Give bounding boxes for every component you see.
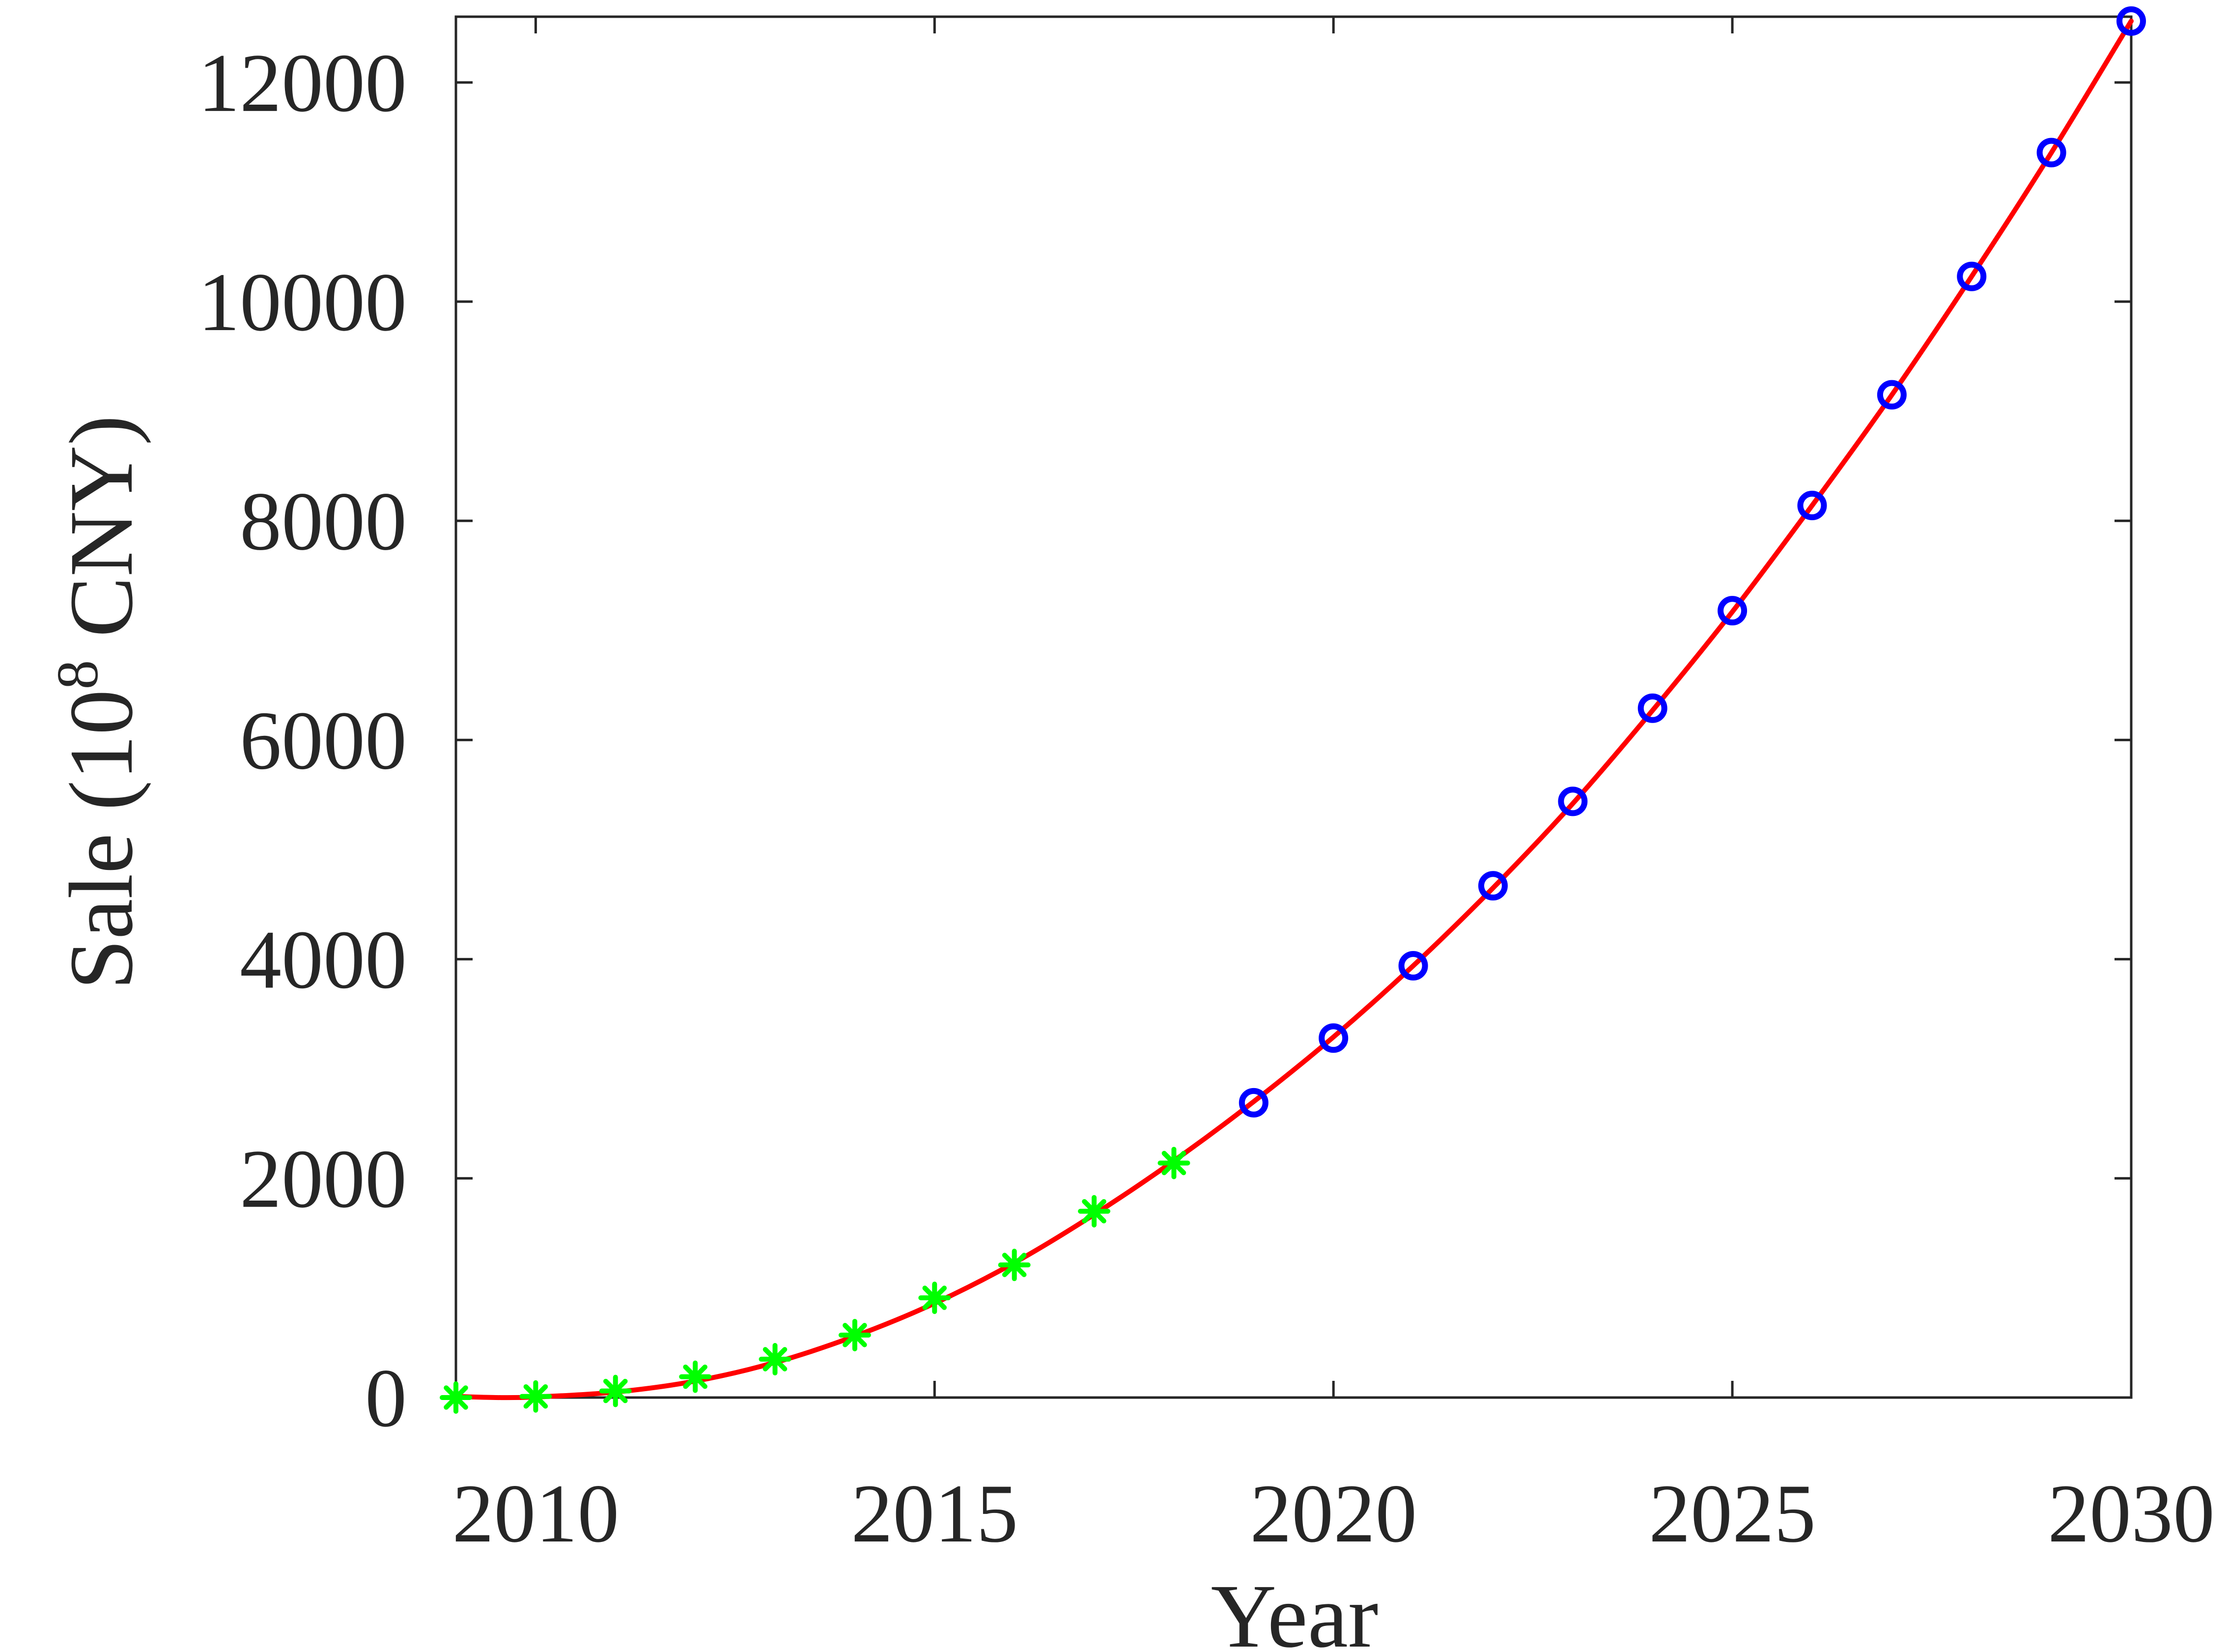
x-tick-label: 2030 bbox=[2048, 1467, 2215, 1560]
observed-point bbox=[519, 1380, 552, 1413]
forecast-point bbox=[1797, 491, 1827, 521]
plot-frame bbox=[454, 15, 2133, 1399]
x-tick-label: 2015 bbox=[851, 1467, 1018, 1560]
forecast-point bbox=[1558, 786, 1588, 816]
x-axis-ticks: 2010 2015 2020 2025 2030 bbox=[452, 17, 2215, 1560]
observed-point bbox=[1157, 1147, 1190, 1179]
observed-point-stroke bbox=[444, 1385, 468, 1410]
observed-point-stroke bbox=[843, 1323, 867, 1347]
x-axis-title: Year bbox=[1211, 1566, 1379, 1652]
observed-point bbox=[440, 1381, 472, 1414]
observed-point-stroke bbox=[762, 1347, 788, 1372]
x-tick-label: 2010 bbox=[452, 1467, 619, 1560]
observed-point bbox=[998, 1249, 1031, 1282]
observed-point-stroke bbox=[523, 1384, 548, 1409]
y-axis-ticks: 0 2000 4000 6000 8000 10000 12000 bbox=[198, 37, 2131, 1444]
forecast-point bbox=[1319, 1023, 1349, 1053]
forecast-point bbox=[1957, 261, 1987, 291]
observed-point-stroke bbox=[1082, 1199, 1106, 1224]
forecast-point bbox=[1718, 596, 1748, 626]
observed-point-stroke bbox=[1161, 1150, 1186, 1176]
y-axis-title-unit: CNY) bbox=[51, 415, 152, 660]
plot-box bbox=[454, 15, 2133, 1399]
forecast-point bbox=[1239, 1088, 1269, 1118]
y-axis-title-main: Sale (10 bbox=[51, 690, 152, 990]
y-tick-label: 8000 bbox=[240, 475, 407, 567]
forecast-point bbox=[1398, 951, 1428, 981]
observed-point-stroke bbox=[683, 1364, 707, 1389]
forecast-point bbox=[2116, 6, 2146, 36]
x-tick-label: 2025 bbox=[1649, 1467, 1816, 1560]
fitted-curve-line bbox=[453, 18, 2134, 1400]
y-tick-label: 10000 bbox=[198, 256, 407, 348]
x-tick-label: 2020 bbox=[1250, 1467, 1417, 1560]
observed-point-stroke bbox=[603, 1378, 628, 1403]
y-axis-title-superscript: 8 bbox=[45, 660, 110, 690]
observed-point-stroke bbox=[1002, 1253, 1027, 1277]
y-tick-label: 4000 bbox=[240, 914, 407, 1006]
forecast-point bbox=[1877, 380, 1907, 410]
forecast-point bbox=[1478, 871, 1508, 901]
y-axis-title: Sale (108 CNY) bbox=[45, 415, 152, 990]
observed-point bbox=[759, 1343, 791, 1375]
observed-point bbox=[679, 1360, 712, 1393]
observed-point bbox=[838, 1318, 871, 1351]
y-tick-label: 6000 bbox=[240, 694, 407, 786]
series-markers bbox=[440, 6, 2146, 1414]
y-tick-label: 0 bbox=[365, 1352, 407, 1444]
observed-point-stroke bbox=[922, 1286, 947, 1310]
forecast-point bbox=[1637, 693, 1667, 723]
forecast-point bbox=[2036, 138, 2066, 168]
y-tick-label: 2000 bbox=[240, 1133, 407, 1225]
observed-point bbox=[1078, 1195, 1111, 1228]
y-tick-label: 12000 bbox=[198, 37, 407, 129]
observed-point bbox=[599, 1374, 632, 1407]
series-lines bbox=[453, 18, 2134, 1400]
observed-point bbox=[918, 1281, 951, 1314]
